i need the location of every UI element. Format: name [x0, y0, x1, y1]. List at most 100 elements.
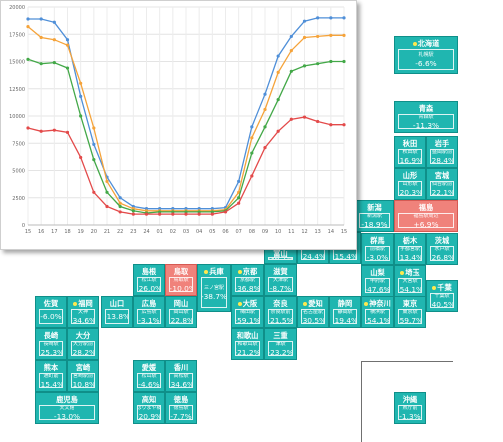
x-tick-label: 24 — [143, 229, 149, 235]
station-box: 横浜駅 -54.1% — [365, 309, 390, 324]
station-box: 青森駅 -11.3% — [398, 114, 454, 129]
prefecture-tile-yamanashi[interactable]: 山梨 甲府駅 -47.6% — [361, 265, 394, 297]
change-value: -25.3% — [39, 347, 63, 356]
prefecture-tile-miyazaki[interactable]: 宮崎 宮崎駅前 -10.8% — [67, 360, 99, 392]
station-box: 静岡駅 -19.4% — [333, 309, 357, 324]
prefecture-tile-ehime[interactable]: 愛媛 松山駅 -4.6% — [133, 360, 165, 392]
prefecture-tile-shimane[interactable]: 島根 松江駅 -26.0% — [133, 264, 165, 296]
change-value: -34.6% — [169, 379, 193, 388]
prefecture-name-text: 福岡 — [78, 299, 93, 308]
station-name: 前橋駅 — [369, 246, 385, 252]
prefecture-name-text: 栃木 — [402, 236, 418, 245]
prefecture-tile-mie[interactable]: 三重 津駅 -23.2% — [264, 328, 297, 360]
prefecture-tile-fukushima[interactable]: 福島 福島駅周辺 +6.9% — [394, 200, 458, 232]
prefecture-name-text: 愛媛 — [141, 363, 157, 372]
change-value: -20.3% — [398, 187, 422, 196]
prefecture-tile-kyoto[interactable]: 京都 京都駅 -36.8% — [231, 264, 264, 296]
marker-dot-icon — [364, 302, 369, 306]
station-box: 仙台駅前 -22.1% — [430, 181, 454, 196]
x-tick-label: 04 — [196, 229, 202, 235]
prefecture-tile-aomori[interactable]: 青森 青森駅 -11.3% — [394, 101, 458, 133]
station-box: 津駅 -23.2% — [268, 341, 293, 356]
series-2-point — [105, 190, 109, 194]
prefecture-tile-kochi[interactable]: 高知 はりまや橋 -20.9% — [133, 392, 165, 424]
series-0-point — [316, 16, 320, 20]
prefecture-tile-wakayama[interactable]: 和歌山 和歌山駅 -21.2% — [231, 328, 264, 360]
prefecture-tile-osaka[interactable]: 大阪 梅田駅 -59.1% — [231, 296, 264, 328]
prefecture-name-text: 沖縄 — [402, 395, 418, 404]
station-name: 鳥取駅 — [173, 277, 189, 283]
prefecture-tile-tokushima[interactable]: 徳島 徳島駅 -7.7% — [165, 392, 197, 424]
series-1-point — [342, 33, 346, 37]
series-1-point — [39, 35, 43, 40]
prefecture-tile-saga[interactable]: 佐賀 -6.0% — [35, 296, 67, 328]
prefecture-name-text: 鹿児島 — [56, 395, 78, 404]
station-box: 甲府駅 -47.6% — [365, 278, 390, 293]
line-chart: 0 2500 5000 7500 10000 12500 15000 17500 20000 15… — [9, 5, 347, 235]
prefecture-name: 群馬 — [362, 236, 393, 245]
prefecture-tile-hiroshima[interactable]: 広島 広島駅 -3.1% — [133, 296, 165, 328]
series-0-point — [302, 19, 307, 23]
prefecture-tile-kumamoto[interactable]: 熊本 通町筋 -15.4% — [35, 360, 67, 392]
prefecture-name-text: 宮崎 — [75, 363, 91, 372]
prefecture-tile-kagawa[interactable]: 香川 高松駅 -34.6% — [165, 360, 197, 392]
series-1-point — [250, 136, 254, 140]
prefecture-tile-chiba[interactable]: 千葉 千葉駅 -40.5% — [426, 280, 458, 312]
prefecture-tile-tochigi[interactable]: 栃木 宇都宮駅 -13.4% — [394, 233, 426, 265]
station-box: 千葉駅 -40.5% — [430, 293, 454, 308]
series-0-point — [289, 34, 293, 39]
station-name: 宇都宮駅 — [399, 246, 420, 252]
x-tick-label: 22 — [117, 229, 123, 235]
prefecture-tile-kagoshima[interactable]: 鹿児島 天文館 -13.0% — [35, 392, 99, 424]
prefecture-name-text: 青森 — [418, 104, 434, 113]
prefecture-name: 奈良 — [265, 299, 296, 308]
prefecture-tile-akita[interactable]: 秋田 秋田駅 -16.9% — [394, 136, 426, 168]
station-box: 奈良駅前 -21.5% — [268, 309, 293, 324]
marker-dot-icon — [412, 42, 417, 46]
series-2-point — [316, 62, 320, 66]
prefecture-tile-nara[interactable]: 奈良 奈良駅前 -21.5% — [264, 296, 297, 328]
prefecture-tile-shiga[interactable]: 滋賀 大津駅 -8.7% — [264, 264, 297, 296]
station-box: 盛岡駅前 -28.4% — [430, 149, 454, 164]
series-3-point — [197, 212, 201, 216]
prefecture-tile-niigata[interactable]: 新潟 新潟駅 -18.9% — [355, 200, 394, 232]
prefecture-name-text: 熊本 — [43, 363, 59, 372]
station-name: 名古屋駅 — [302, 309, 323, 315]
change-value: -30.5% — [301, 315, 325, 324]
prefecture-tile-okayama[interactable]: 岡山 岡山駅 -22.8% — [165, 296, 197, 328]
prefecture-name: 秋田 — [395, 139, 425, 148]
prefecture-tile-ibaraki[interactable]: 茨城 水戸駅 -26.8% — [426, 233, 458, 265]
y-tick-label: 7500 — [12, 141, 25, 147]
prefecture-tile-miyagi[interactable]: 宮城 仙台駅前 -22.1% — [426, 168, 458, 200]
station-box: 大津駅 -8.7% — [268, 277, 293, 292]
prefecture-name-text: 大阪 — [242, 299, 258, 308]
prefecture-tile-yamagata[interactable]: 山形 山形駅 -20.3% — [394, 168, 426, 200]
prefecture-tile-yamaguchi2[interactable]: 山口 -13.8% — [101, 296, 133, 328]
prefecture-tile-tokyo[interactable]: 東京 東京駅 -59.7% — [394, 296, 426, 328]
prefecture-tile-toyama[interactable]: 富山-36.7% — [264, 248, 297, 264]
station-name: 津駅 — [275, 341, 286, 347]
prefecture-name: 北海道 — [395, 39, 457, 48]
prefecture-tile-iwate[interactable]: 岩手 盛岡駅前 -28.4% — [426, 136, 458, 168]
prefecture-name-text: 広島 — [141, 299, 157, 308]
station-box: 天文館 -13.0% — [39, 405, 95, 420]
series-2-point — [92, 158, 96, 162]
series-2-point — [52, 60, 56, 65]
prefecture-tile-oita[interactable]: 大分 大分駅前 -28.2% — [67, 328, 99, 360]
prefecture-tile-aichi[interactable]: 愛知 名古屋駅 -30.5% — [297, 296, 329, 328]
prefecture-tile-shizuoka[interactable]: 静岡 静岡駅 -19.4% — [329, 296, 361, 328]
prefecture-tile-nagasaki[interactable]: 長崎 長崎駅 -25.3% — [35, 328, 67, 360]
prefecture-tile-fukuoka[interactable]: 福岡 天神 -34.6% — [67, 296, 99, 328]
prefecture-tile-hokkaido[interactable]: 北海道 札幌駅 -6.6% — [394, 36, 458, 74]
x-tick-label: 18 — [64, 229, 70, 235]
change-value: -36.7% — [269, 258, 292, 259]
prefecture-tile-gunma[interactable]: 群馬 前橋駅 -3.0% — [361, 233, 394, 265]
prefecture-name-text: 大分 — [75, 331, 91, 340]
prefecture-name-text: 富山 — [273, 249, 288, 258]
prefecture-tile-okinawa[interactable]: 沖縄 県庁前 -1.3% — [394, 392, 426, 424]
prefecture-tile-saitama[interactable]: 埼玉 大宮駅 -54.1% — [394, 265, 426, 297]
prefecture-tile-kanagawa[interactable]: 神奈川 横浜駅 -54.1% — [361, 296, 394, 328]
prefecture-tile-hyogo[interactable]: 兵庫 三ノ宮駅 -38.7% — [197, 264, 231, 312]
prefecture-name-text: 三重 — [273, 331, 288, 340]
